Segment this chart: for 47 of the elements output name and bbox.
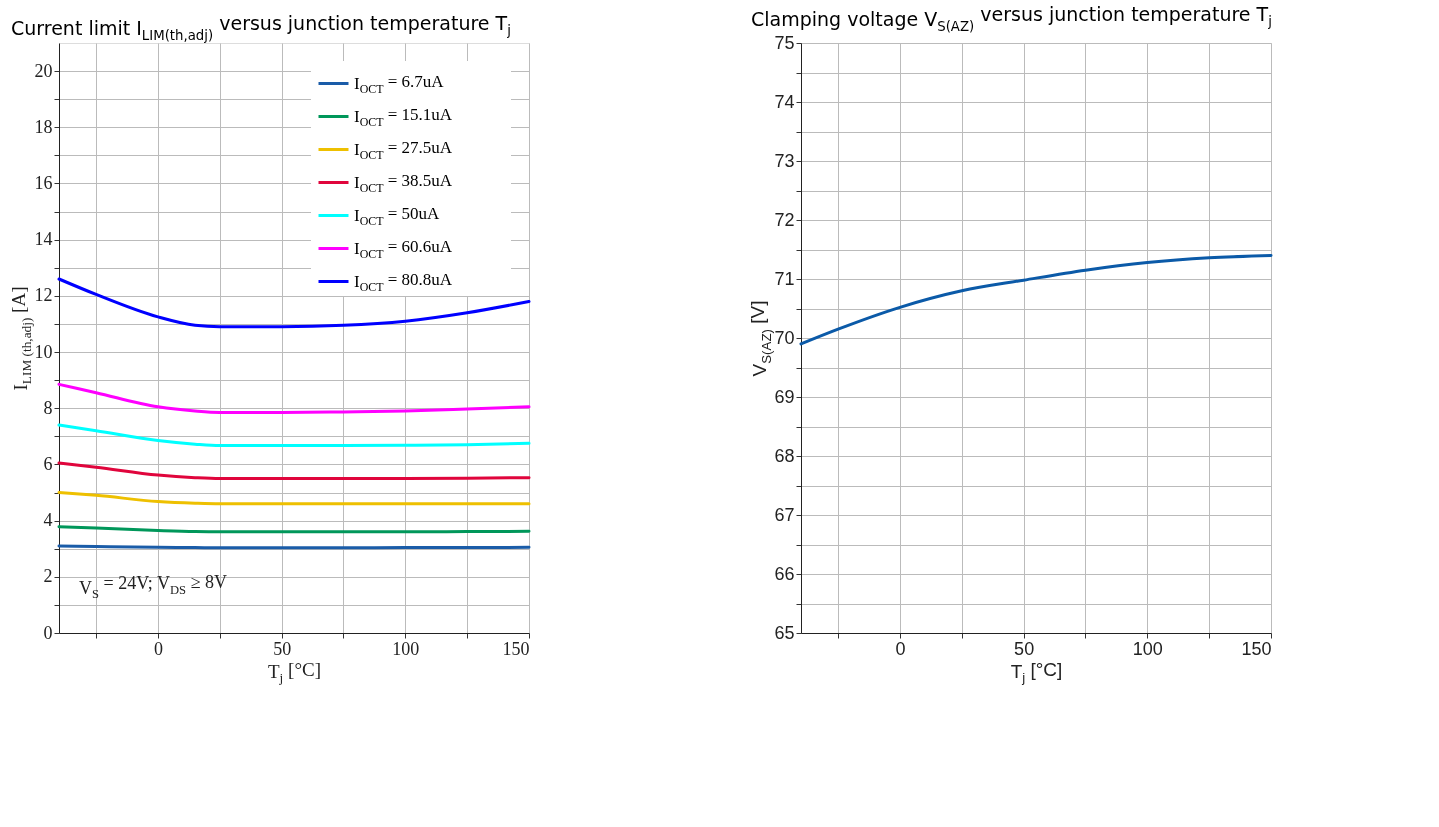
x-axis-title: T$_{j}$ [°C] [268,658,321,686]
y-tick-label: 0 [43,622,53,643]
x-tick-label: 100 [1132,638,1163,659]
chart-title: Clamping voltage V$_{S(AZ)}$ versus junction temperature T$_{j}$ [750,3,1272,34]
x-tick-label: 150 [502,638,530,659]
y-tick-label: 75 [774,32,795,53]
x-tick-label: 0 [153,638,163,659]
y-tick-label: 18 [34,116,53,137]
x-tick-label: 50 [1014,638,1035,659]
x-tick-label: 0 [895,638,906,659]
legend-label: I$_{OCT}$ = 60.6uA [354,236,453,261]
line-series [799,253,1273,346]
y-tick-label: 72 [774,209,795,230]
legend-label: I$_{OCT}$ = 27.5uA [354,137,453,162]
line-series [57,382,531,414]
x-axis-title: T$_{j}$ [°C] [1010,658,1063,686]
y-tick-label: 68 [774,445,795,466]
x-tick-label: 100 [392,638,420,659]
y-tick-label: 2 [43,566,53,587]
y-tick-label: 66 [774,563,795,584]
y-tick-label: 70 [774,327,795,348]
chart-title: Current limit I$_{LIM(th,adj)}$ versus junction temperature T$_{j}$ [11,12,511,43]
y-tick-label: 10 [34,341,53,362]
y-tick-label: 20 [34,60,53,81]
y-tick-label: 74 [774,91,795,112]
legend-label: I$_{OCT}$ = 6.7uA [354,71,445,96]
annotation: V$_{S}$ = 24V; V$_{DS}$ ≥ 8V [79,571,228,602]
y-tick-label: 69 [774,386,795,407]
y-tick-label: 67 [774,504,795,525]
y-tick-label: 12 [34,285,53,306]
y-tick-label: 16 [34,172,53,193]
y-tick-label: 4 [43,510,53,531]
y-tick-label: 65 [774,622,795,643]
y-tick-label: 8 [43,397,53,418]
y-tick-label: 6 [43,453,53,474]
line-series [57,423,531,448]
legend-label: I$_{OCT}$ = 80.8uA [354,269,453,294]
legend-label: I$_{OCT}$ = 38.5uA [354,170,453,195]
legend-label: I$_{OCT}$ = 50uA [354,203,441,228]
x-tick-label: 150 [1241,638,1272,659]
line-series [57,461,531,480]
y-tick-label: 73 [774,150,795,171]
y-tick-label: 71 [774,268,795,289]
legend-label: I$_{OCT}$ = 15.1uA [354,104,453,129]
line-series [57,491,531,506]
x-tick-label: 50 [273,638,292,659]
y-tick-label: 14 [34,229,53,250]
